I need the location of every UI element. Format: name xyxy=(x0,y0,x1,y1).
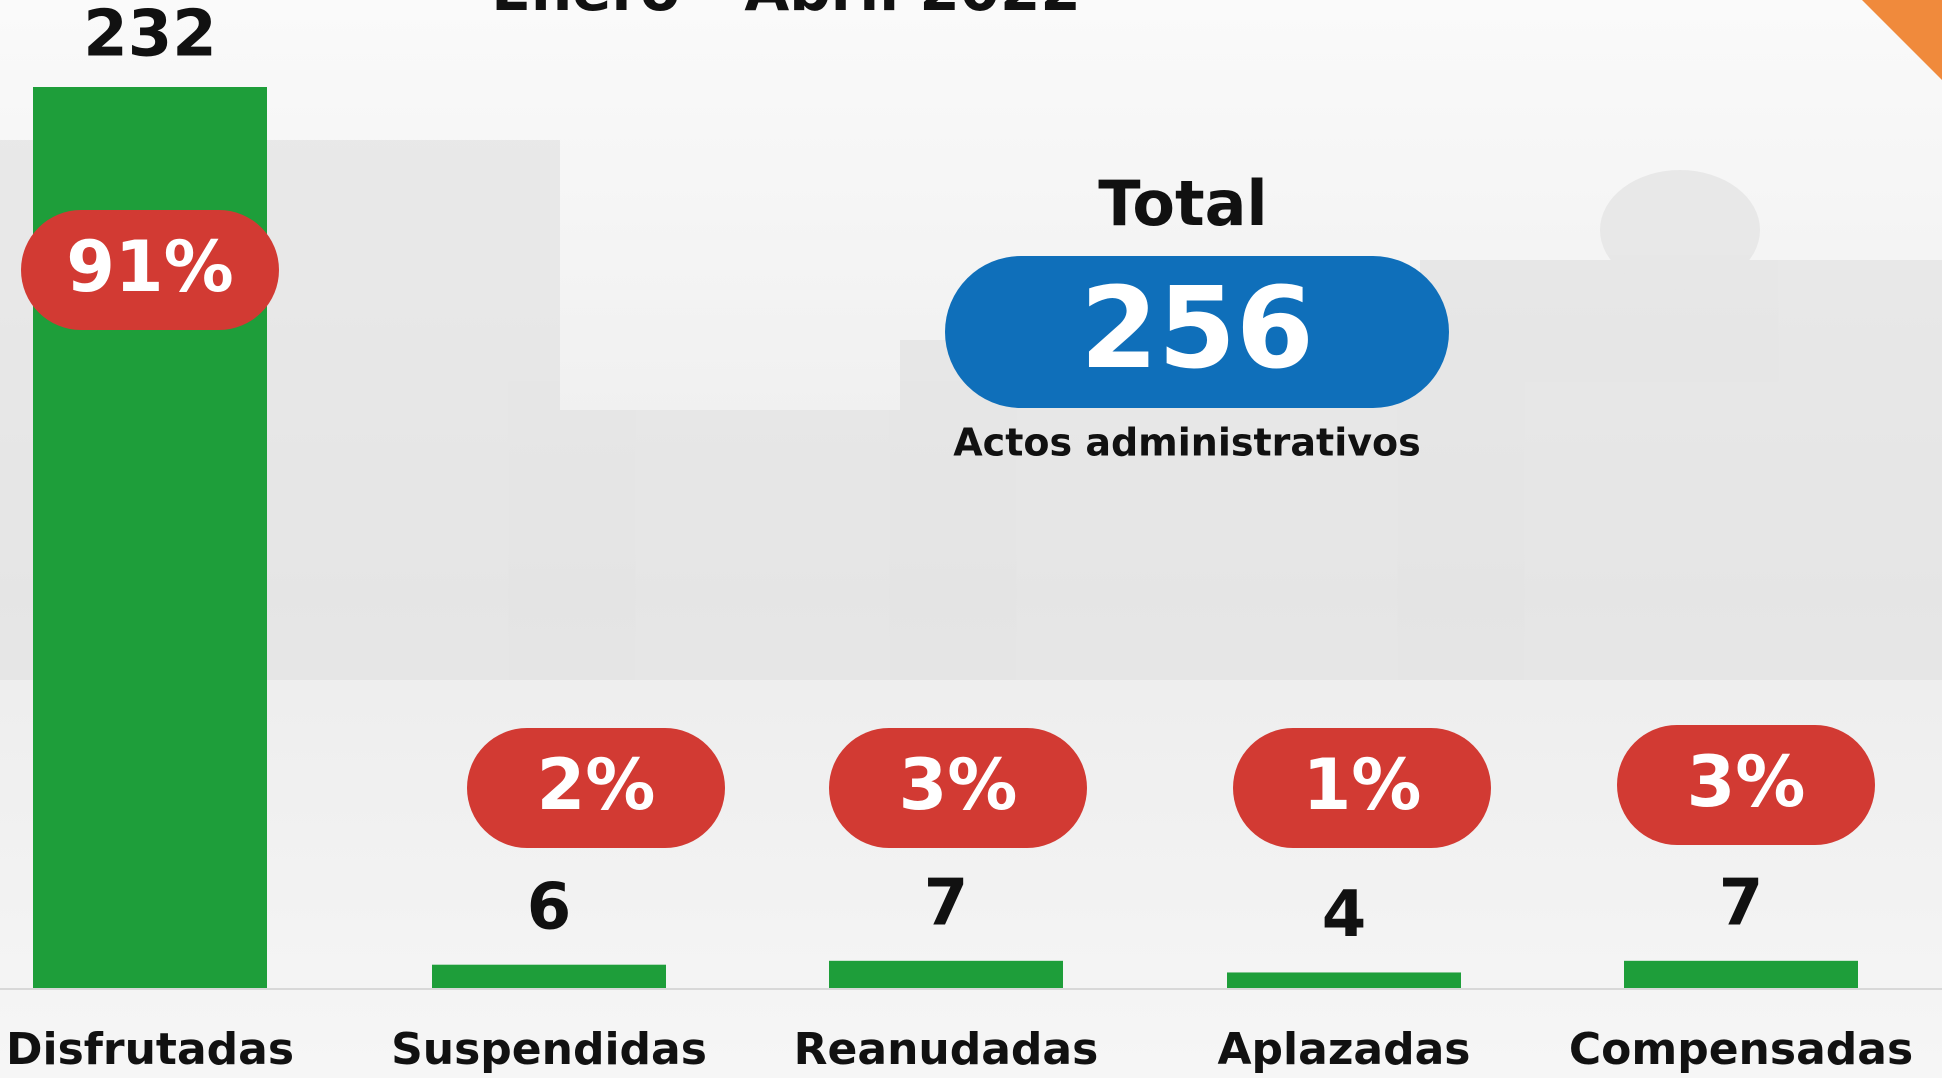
bar xyxy=(432,965,666,988)
x-tick-label: Disfrutadas xyxy=(6,1024,294,1075)
value-label: 7 xyxy=(924,866,969,940)
value-label: 6 xyxy=(527,870,572,944)
total-title: Total xyxy=(1098,167,1267,240)
value-label: 232 xyxy=(83,0,217,72)
x-tick-label: Suspendidas xyxy=(391,1024,707,1075)
x-tick-label: Aplazadas xyxy=(1218,1024,1471,1075)
chart: Enero - Abril 2022 Total 256 Actos admin… xyxy=(0,0,1942,1078)
bar xyxy=(1227,972,1461,988)
total-caption: Actos administrativos xyxy=(953,421,1420,465)
bar xyxy=(829,961,1063,988)
value-label: 7 xyxy=(1719,866,1764,940)
x-tick-label: Reanudadas xyxy=(794,1024,1099,1075)
bar xyxy=(1624,961,1858,988)
share-label: 91% xyxy=(66,226,234,308)
chart-title: Enero - Abril 2022 xyxy=(491,0,1081,24)
value-label: 4 xyxy=(1322,878,1367,952)
share-label: 3% xyxy=(1687,741,1806,823)
share-label: 3% xyxy=(899,744,1018,826)
page: {"chart_data": {"type": "bar", "title": … xyxy=(0,0,1942,1078)
x-tick-label: Compensadas xyxy=(1569,1024,1913,1075)
total-value: 256 xyxy=(1080,264,1314,394)
share-label: 2% xyxy=(537,744,656,826)
share-label: 1% xyxy=(1303,744,1422,826)
